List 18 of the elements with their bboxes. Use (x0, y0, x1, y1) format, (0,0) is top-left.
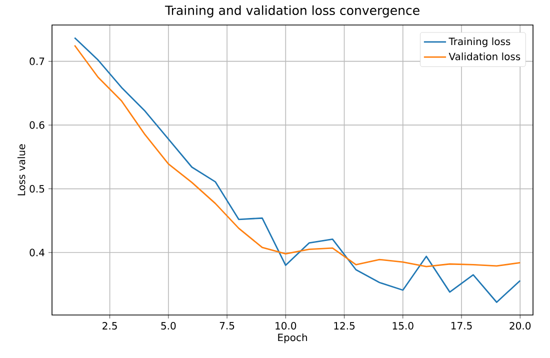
x-axis-title: Epoch (278, 333, 307, 344)
y-tick-label: 0.7 (30, 58, 44, 66)
y-tick-label: 0.5 (30, 185, 44, 193)
x-tick-label: 2.5 (102, 322, 117, 330)
legend-label: Validation loss (448, 52, 520, 60)
legend-label: Training loss (448, 37, 510, 48)
x-tick-label: 7.5 (220, 322, 234, 330)
x-tick-label: 5.0 (161, 322, 176, 330)
y-tick-label: 0.6 (30, 121, 44, 129)
y-axis-title: Loss value (17, 144, 26, 196)
y-tick-label: 0.4 (30, 248, 44, 256)
x-tick-label: 15.0 (392, 322, 414, 330)
line-series (74, 37, 521, 303)
x-tick-label: 20.0 (510, 322, 531, 330)
chart-title: Training and validation loss convergence (164, 5, 420, 18)
x-tick-label: 10.0 (276, 322, 296, 330)
x-tick-label: 12.5 (334, 322, 355, 330)
x-tick-label: 17.5 (451, 322, 472, 330)
